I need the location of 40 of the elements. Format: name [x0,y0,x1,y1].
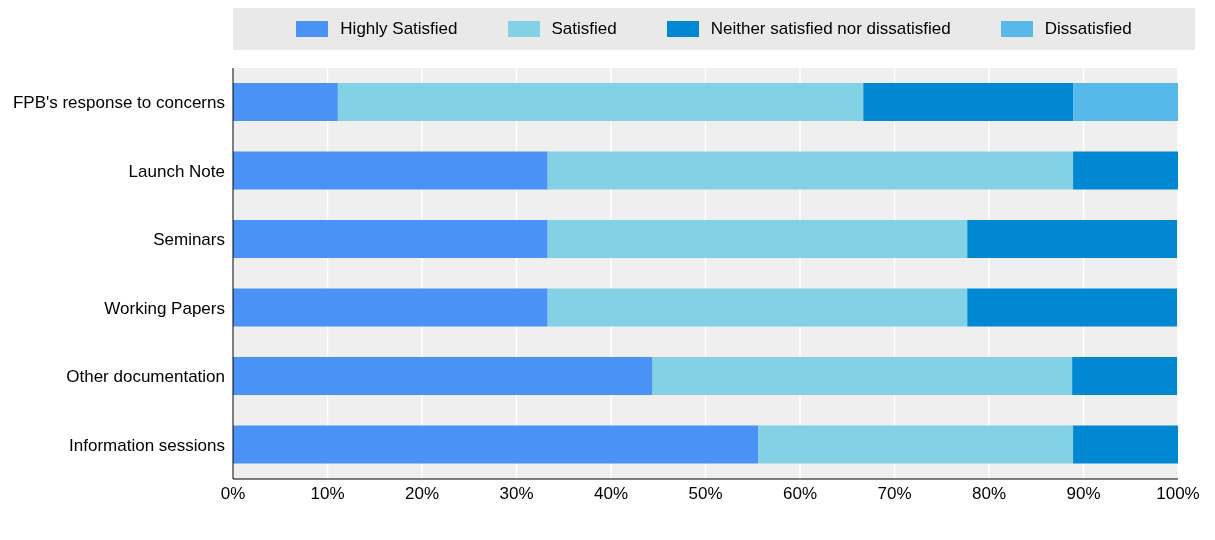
x-tick-label: 60% [782,484,818,504]
bar [967,220,1178,259]
y-tick-label: FPB's response to concerns [12,93,225,113]
bar [337,83,864,122]
legend-label: Dissatisfied [1044,19,1132,39]
y-tick-label: Information sessions [69,435,225,455]
bar [1072,357,1178,396]
legend-label: Satisfied [551,19,617,39]
x-tick-label: 80% [971,484,1007,504]
y-tick-label: Seminars [153,230,225,250]
x-tick-label: 50% [688,484,723,504]
bar [967,288,1178,327]
x-tick-label: 70% [877,484,912,504]
bar [1073,83,1178,122]
x-tick-label: 30% [499,484,534,504]
bar [233,151,548,190]
bar [758,425,1074,464]
bar [233,425,759,464]
x-tick-label: 100% [1156,484,1200,504]
y-tick-label: Other documentation [66,367,225,387]
bar [547,288,968,327]
bar [547,220,968,259]
x-tick-label: 10% [310,484,345,504]
y-tick-label: Working Papers [104,298,225,318]
bar [1073,425,1178,464]
legend-label: Highly Satisfied [340,19,458,39]
legend-label: Neither satisfied nor dissatisfied [710,19,951,39]
x-tick-label: 20% [404,484,440,504]
bar [1073,151,1178,190]
y-tick-label: Launch Note [128,161,225,181]
bar [233,357,653,396]
bar [652,357,1073,396]
bar [233,220,548,259]
x-tick-label: 0% [220,484,246,504]
bar [233,288,548,327]
bar [863,83,1074,122]
x-tick-label: 40% [593,484,629,504]
bar [233,83,338,122]
bar [547,151,1074,190]
x-tick-label: 90% [1066,484,1101,504]
